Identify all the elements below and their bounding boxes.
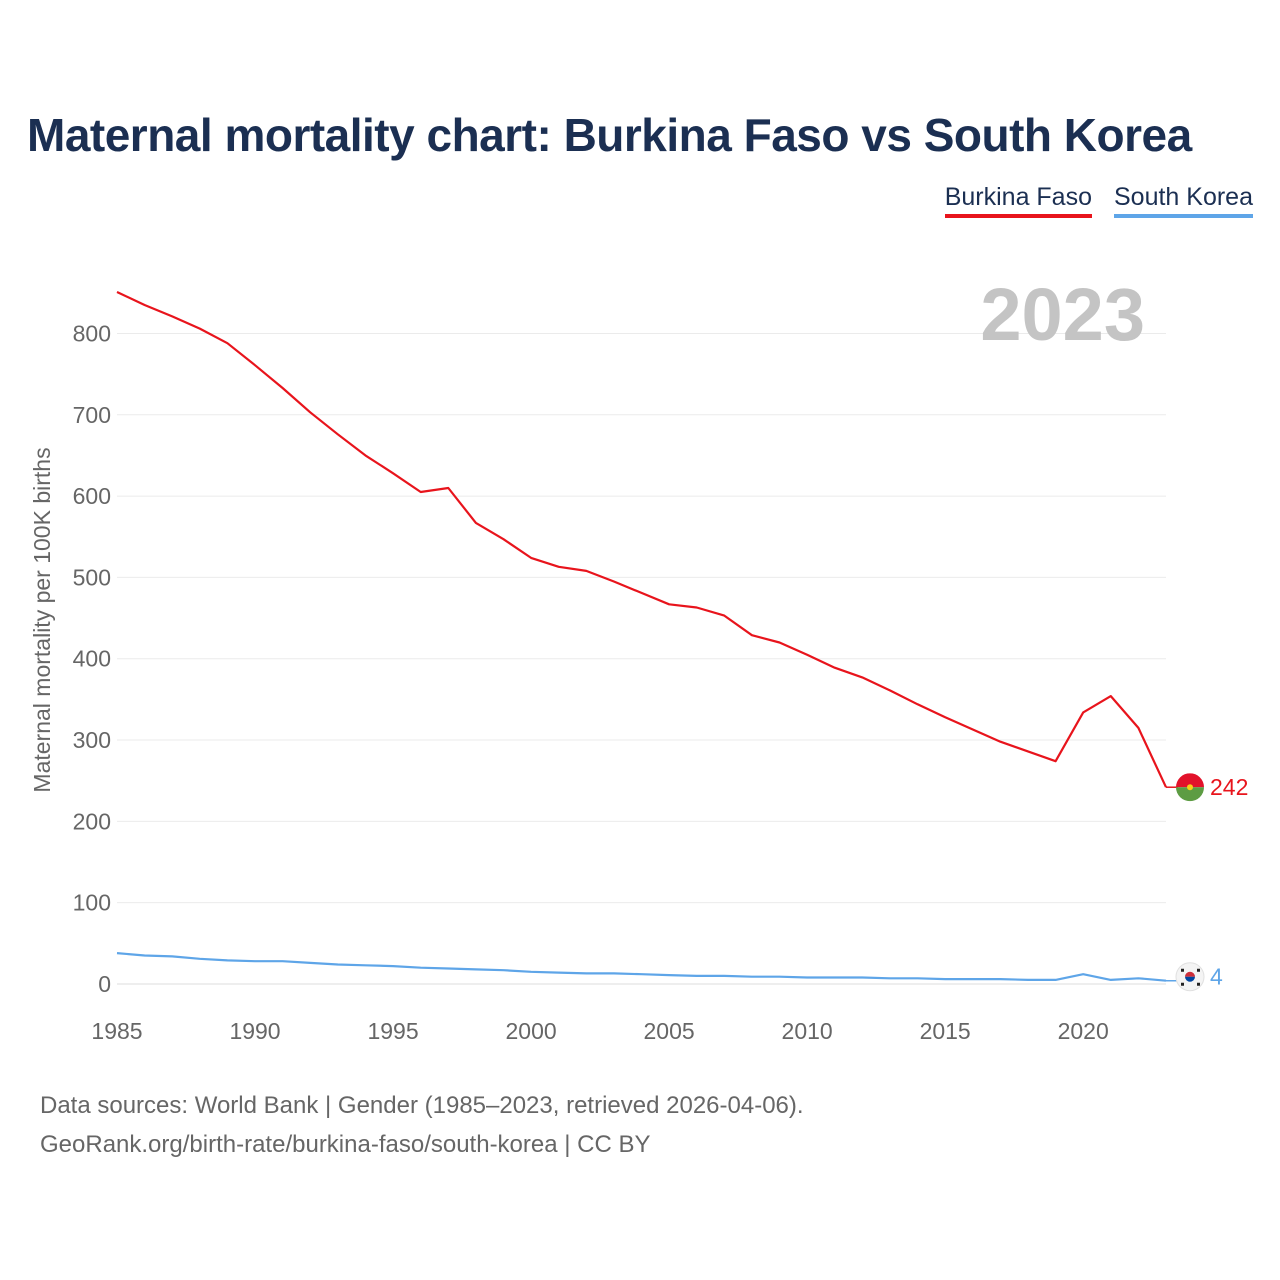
flag-trigram: [1197, 968, 1200, 972]
end-markers: 242 4: [1166, 773, 1248, 992]
source-note: Data sources: World Bank | Gender (1985–…: [40, 1086, 804, 1164]
flag-body: [1176, 773, 1204, 802]
flag-green-band: [1176, 787, 1204, 802]
y-tick-label: 500: [73, 564, 111, 590]
flag-trigram: [1197, 982, 1200, 986]
south-korea-flag-icon: [1175, 962, 1205, 992]
chart-title: Maternal mortality chart: Burkina Faso v…: [27, 109, 1192, 161]
x-axis-ticks: 1985 1990 1995 2000 2005 2010 2015 2020: [91, 1018, 1108, 1044]
x-tick-label: 2020: [1058, 1018, 1109, 1044]
x-tick-label: 1990: [229, 1018, 280, 1044]
end-value-label: 242: [1210, 774, 1248, 800]
flag-trigram: [1181, 982, 1184, 986]
source-line-2[interactable]: GeoRank.org/birth-rate/burkina-faso/sout…: [40, 1131, 651, 1158]
x-tick-label: 2010: [782, 1018, 833, 1044]
series-line-burkina-faso: [116, 291, 1167, 788]
y-tick-label: 600: [73, 483, 111, 509]
y-tick-label: 400: [73, 646, 111, 672]
y-tick-label: 700: [73, 402, 111, 428]
grid-lines: [117, 332, 1166, 985]
end-value-label: 4: [1210, 964, 1223, 990]
flag-taeguk-red: [1185, 971, 1195, 977]
y-tick-label: 800: [73, 320, 111, 346]
series-line-south-korea: [116, 952, 1167, 982]
y-axis-ticks: 0 100 200 300 400 500 600 700 800: [73, 320, 111, 997]
burkina-faso-flag-icon: [1176, 773, 1204, 802]
flag-taeguk-blue: [1185, 976, 1195, 982]
y-tick-label: 300: [73, 727, 111, 753]
y-tick-label: 100: [73, 890, 111, 916]
flag-trigram: [1181, 968, 1184, 972]
x-tick-label: 1995: [367, 1018, 418, 1044]
x-tick-label: 2000: [505, 1018, 556, 1044]
legend-item-south-korea[interactable]: South Korea: [1114, 183, 1253, 218]
y-axis-title: Maternal mortality per 100K births: [29, 447, 55, 792]
y-tick-label: 0: [98, 971, 111, 997]
year-watermark: 2023: [980, 273, 1145, 356]
x-tick-label: 1985: [91, 1018, 142, 1044]
source-line-1: Data sources: World Bank | Gender (1985–…: [40, 1092, 804, 1119]
x-tick-label: 2015: [920, 1018, 971, 1044]
flag-star: [1187, 784, 1193, 791]
y-tick-label: 200: [73, 808, 111, 834]
x-tick-label: 2005: [644, 1018, 695, 1044]
flag-red-band: [1176, 773, 1204, 788]
series-lines: [116, 291, 1167, 982]
legend-item-burkina-faso[interactable]: Burkina Faso: [944, 183, 1092, 218]
legend: Burkina Faso South Korea: [944, 183, 1253, 218]
